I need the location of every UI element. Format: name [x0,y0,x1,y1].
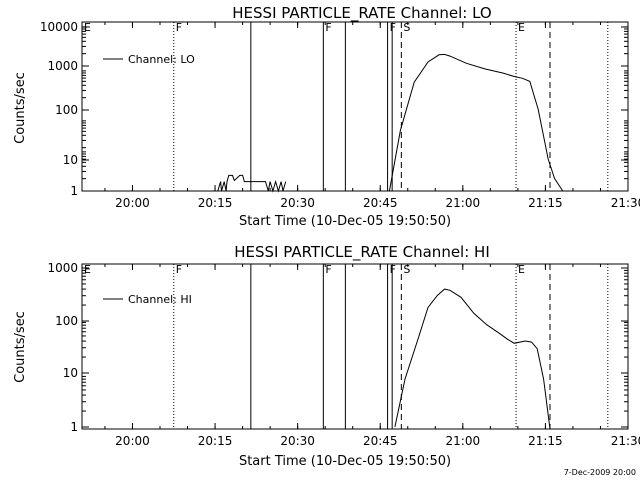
y-axis-label: Counts/sec [13,311,28,383]
x-tick-label: 20:45 [363,196,398,210]
x-tick-label: 21:00 [446,196,481,210]
event-marker-label: E [518,263,525,276]
y-tick-label: 1 [70,184,78,198]
event-marker-label: E [518,21,525,34]
y-tick-label: 10 [63,153,78,167]
plot-frame [81,263,629,430]
x-tick-label: 21:30 [611,196,640,210]
footer-timestamp: 7-Dec-2009 20:00 [564,468,636,477]
x-tick-label: 20:30 [280,196,315,210]
x-tick-label: 20:45 [363,434,398,448]
event-marker-label: F [176,21,182,34]
y-axis-label: Counts/sec [13,72,28,144]
x-tick-label: 20:00 [115,196,150,210]
event-marker-label: S [403,263,410,276]
event-marker-label: F [390,21,396,34]
x-tick-label: 21:15 [528,434,563,448]
y-tick-label: 1000 [47,261,78,275]
hi-channel-panel: HESSI PARTICLE_RATE Channel: HI Counts/s… [13,243,640,469]
x-axis-label: Start Time (10-Dec-05 19:50:50) [239,214,451,229]
series-line [394,288,551,430]
y-tick-label: 10 [63,366,78,380]
series-lines [394,288,551,430]
x-tick-label: 20:15 [198,434,233,448]
chart-title: HESSI PARTICLE_RATE Channel: LO [232,4,491,23]
event-marker-label: S [403,21,410,34]
event-marker-label: F [176,263,182,276]
x-axis-label: Start Time (10-Dec-05 19:50:50) [239,454,451,469]
x-tick-label: 21:00 [446,434,481,448]
series-line [388,53,564,192]
axis-ticks: 20:00 20:15 20:30 20:45 21:00 21:15 21:30 1 10 10… [47,261,640,448]
event-marker-label: F [325,263,331,276]
x-tick-label: 21:30 [611,434,640,448]
series-lines [217,53,564,193]
y-tick-label: 1000 [47,59,78,73]
y-tick-label: 10000 [40,20,78,34]
plot-frame [81,21,629,192]
x-tick-label: 20:00 [115,434,150,448]
event-marker-label: F [325,21,331,34]
y-tick-label: 100 [55,103,78,117]
chart-title: HESSI PARTICLE_RATE Channel: HI [234,243,490,262]
y-tick-label: 100 [55,314,78,328]
y-tick-label: 1 [70,420,78,434]
x-tick-label: 20:30 [280,434,315,448]
legend: Channel: LO [103,53,195,66]
lo-channel-panel: HESSI PARTICLE_RATE Channel: LO Counts/s… [13,4,640,229]
x-tick-label: 21:15 [528,196,563,210]
event-marker-label: E [84,263,91,276]
legend: Channel: HI [103,293,192,306]
x-tick-label: 20:15 [198,196,233,210]
axis-ticks: 20:00 20:15 20:30 20:45 21:00 21:15 21:30 1 10 10… [40,20,640,210]
legend-entry: Channel: LO [128,53,195,66]
legend-entry: Channel: HI [128,293,192,306]
event-marker-label: F [390,263,396,276]
series-line [217,174,287,193]
